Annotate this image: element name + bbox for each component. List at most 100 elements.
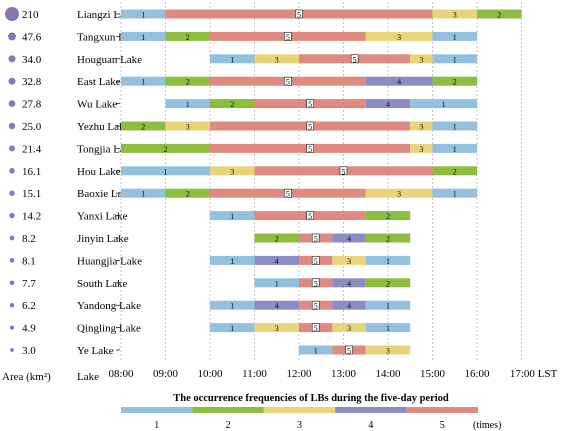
area-circle <box>8 32 16 40</box>
segment-label: 1 <box>442 100 446 109</box>
area-value: 8.2 <box>22 233 36 245</box>
area-value: 15.1 <box>22 188 41 200</box>
area-circle <box>9 168 15 174</box>
lake-name: Huangjia Lake <box>77 255 142 267</box>
area-circle <box>10 348 14 352</box>
area-circle <box>9 123 15 129</box>
segment-label: 1 <box>386 257 390 266</box>
segment-label: 5 <box>286 190 290 199</box>
area-value: 6.2 <box>22 300 36 312</box>
time-tick-label: 11:00 <box>242 368 267 380</box>
lake-row: 27.8 Wu Lake 1 2 5 4 1 <box>9 99 477 111</box>
segment-label: 2 <box>497 11 501 20</box>
legend-swatch <box>407 407 478 413</box>
segment-label: 1 <box>141 11 145 20</box>
segment-label: 1 <box>230 212 234 221</box>
lake-name: Yandong Lake <box>77 300 141 312</box>
area-value: 210 <box>22 9 39 21</box>
legend-swatch <box>121 407 192 413</box>
lake-row: 14.2 Yanxi Lake 1 5 2 <box>9 211 410 223</box>
area-circle <box>5 7 19 21</box>
area-value: 3.0 <box>22 345 36 357</box>
segment-label: 1 <box>275 279 279 288</box>
area-value: 32.8 <box>22 76 42 88</box>
area-circle <box>10 303 14 307</box>
legend-swatch <box>192 407 263 413</box>
time-tick-label: 16:00 <box>464 368 490 380</box>
legend: The occurrence frequencies of LBs during… <box>121 393 501 431</box>
segment-label: 2 <box>275 235 279 244</box>
segment-label: 2 <box>453 167 457 176</box>
lake-name: Qingling Lake <box>77 323 141 335</box>
segment-label: 4 <box>347 302 351 311</box>
time-tick-label: 13:00 <box>331 368 357 380</box>
segment-label: 1 <box>386 302 390 311</box>
lake-name: Jinyin Lake <box>77 233 129 245</box>
segment-label: 5 <box>286 78 290 87</box>
segment-label: 1 <box>164 167 168 176</box>
segment-label: 4 <box>386 100 390 109</box>
area-value: 14.2 <box>22 211 41 223</box>
lake-row: 25.0 Yezhu Lake 2 3 5 3 1 <box>9 121 477 133</box>
area-value: 47.6 <box>22 31 42 43</box>
lake-row: 21.4 Tongjia Lake 2 5 3 1 <box>9 143 477 155</box>
lake-row: 34.0 Houguan Lake 1 3 5 3 1 <box>8 54 477 66</box>
segment-label: 2 <box>141 123 145 132</box>
segment-label: 1 <box>141 78 145 87</box>
legend-label: 1 <box>154 420 159 431</box>
axis-layer: Area (km²) Lake 08:00 09:00 10:00 11:00 12:0… <box>2 368 557 383</box>
segment-label: 2 <box>164 145 168 154</box>
time-tick-label: 09:00 <box>153 368 179 380</box>
segment-label: 4 <box>275 257 279 266</box>
segment-label: 3 <box>186 123 190 132</box>
lake-name: Hou Lake <box>77 166 121 178</box>
segment-label: 4 <box>397 78 401 87</box>
segment-label: 1 <box>386 324 390 333</box>
segment-label: 3 <box>275 324 279 333</box>
segment-label: 1 <box>230 257 234 266</box>
area-circle <box>9 190 15 196</box>
area-circle <box>9 213 14 218</box>
segment-label: 2 <box>453 78 457 87</box>
segment-label: 3 <box>453 11 457 20</box>
segment-label: 5 <box>286 33 290 42</box>
lake-row: 16.1 Hou Lake 1 3 5 2 <box>9 166 477 178</box>
segment-label: 1 <box>453 33 457 42</box>
segment-label: 5 <box>353 55 357 64</box>
segment-label: 3 <box>419 55 423 64</box>
area-value: 34.0 <box>22 54 42 66</box>
lake-name: Ye Lake <box>77 345 114 357</box>
time-tick-label: 17:00 LST <box>510 368 558 380</box>
segment-label: 3 <box>275 55 279 64</box>
lake-name: Yanxi Lake <box>77 211 128 223</box>
legend-label: 4 <box>368 420 373 431</box>
segment-label: 1 <box>230 55 234 64</box>
segment-label: 5 <box>308 123 312 132</box>
segment-label: 3 <box>386 347 390 356</box>
legend-title: The occurrence frequencies of LBs during… <box>173 393 449 404</box>
segment-label: 1 <box>314 347 318 356</box>
area-circle <box>10 326 14 330</box>
segment-label: 1 <box>453 55 457 64</box>
segment-label: 5 <box>297 11 301 20</box>
segment-label: 4 <box>347 279 351 288</box>
area-circle <box>10 280 15 285</box>
area-circle <box>9 145 15 151</box>
segment-label: 2 <box>386 212 390 221</box>
area-value: 25.0 <box>22 121 42 133</box>
segment-label: 1 <box>453 190 457 199</box>
segment-label: 3 <box>230 167 234 176</box>
legend-label: 2 <box>226 420 231 431</box>
area-value: 4.9 <box>22 323 36 335</box>
segment-label: 5 <box>308 145 312 154</box>
lake-row: 47.6 Tangxun Lake 1 2 5 3 1 <box>8 31 477 43</box>
lake-name: Wu Lake <box>77 99 117 111</box>
time-tick-label: 12:00 <box>286 368 312 380</box>
lake-row: 32.8 East Lake 1 2 5 4 2 <box>9 76 477 88</box>
time-tick-label: 14:00 <box>375 368 401 380</box>
segment-label: 5 <box>314 302 318 311</box>
area-value: 8.1 <box>22 255 36 267</box>
lake-name: East Lake <box>77 76 121 88</box>
segment-label: 5 <box>314 235 318 244</box>
